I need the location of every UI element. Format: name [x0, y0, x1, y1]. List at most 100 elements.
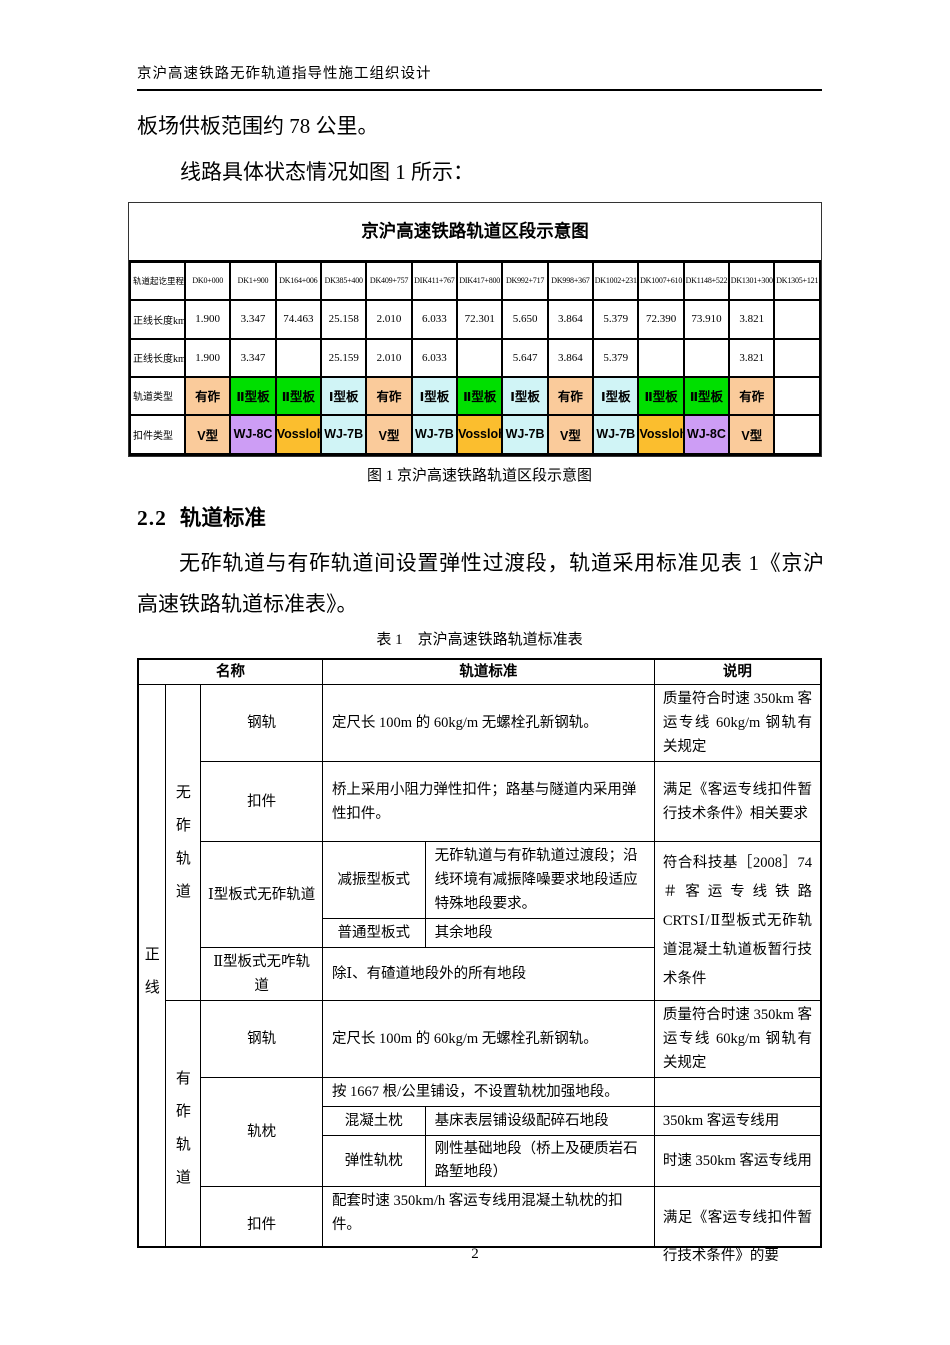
fastener-type-cell: WJ-8C — [229, 413, 277, 456]
track-type-cell — [773, 375, 821, 416]
group-label-ballastless: 无 砟 轨 道 — [165, 684, 202, 1001]
figure-row-label: 正线长度km — [129, 337, 186, 378]
page-number: 2 — [471, 1246, 479, 1262]
segment-length-cell: 72.390 — [637, 298, 685, 340]
segment-length-cell: 6.033 — [410, 337, 459, 378]
segment-milepost-cell: DIK417+800 — [456, 260, 504, 301]
standard-cell: 无砟轨道与有砟轨道过渡段；沿线环境有减振降噪要求地段适应特殊地段要求。 — [424, 841, 655, 919]
note-cell: 质量符合时速 350km 客运专线 60kg/m 钢轨有关规定 — [653, 1000, 822, 1078]
track-type-cell: 有砟 — [365, 375, 413, 416]
segment-length-cell: 1.900 — [183, 337, 232, 378]
fastener-type-cell: WJ-7B — [410, 413, 459, 456]
column-header-name: 名称 — [137, 658, 323, 685]
fastener-type-cell — [773, 413, 821, 456]
segment-length-cell: 6.033 — [410, 298, 459, 340]
segment-milepost-cell: DK1+900 — [229, 260, 277, 301]
fastener-type-cell: V型 — [728, 413, 776, 456]
running-header: 京沪高速铁路无砟轨道指导性施工组织设计 — [137, 62, 822, 91]
section-number: 2.2 — [137, 506, 167, 530]
figure-caption: 图 1 京沪高速铁路轨道区段示意图 — [366, 468, 592, 484]
row-name-cell: Ⅰ型板式无砟轨道 — [200, 841, 323, 948]
segment-length-cell: 3.347 — [229, 337, 277, 378]
paragraph-supply-range: 板场供板范围约 78 公里。 — [137, 114, 379, 138]
segment-length-cell — [682, 337, 731, 378]
figure-row-label: 轨道起讫里程 — [129, 260, 186, 301]
row-name-cell: 钢轨 — [200, 684, 323, 762]
segment-milepost-cell: DK1305+121 — [773, 260, 821, 301]
standard-cell: 配套时速 350km/h 客运专线用混凝土轨枕的扣件。 — [321, 1186, 655, 1248]
fastener-type-cell: WJ-8C — [682, 413, 731, 456]
note-cell: 满足《客运专线扣件暂行技术条件》相关要求 — [653, 761, 822, 842]
standard-cell: 刚性基础地段（桥上及硬质岩石路堑地段） — [424, 1135, 655, 1187]
segment-length-cell: 3.347 — [229, 298, 277, 340]
segment-length-cell: 72.301 — [456, 298, 504, 340]
standard-cell: 基床表层铺设级配碎石地段 — [424, 1106, 655, 1136]
paragraph-track-standard: 无砟轨道与有砟轨道间设置弹性过渡段，轨道采用标准见表 1《京沪高速铁路轨道标准表… — [137, 551, 824, 616]
segment-milepost-cell: DK1148+522 — [682, 260, 731, 301]
note-cell: 符合科技基［2008］74＃客运专线铁路 CRTSⅠ/Ⅱ型板式无砟轨道混凝土轨道… — [653, 841, 822, 1001]
standard-cell: 定尺长 100m 的 60kg/m 无螺栓孔新钢轨。 — [321, 1000, 655, 1078]
fastener-type-cell: Vossloh — [637, 413, 685, 456]
segment-milepost-cell: DK1007+610 — [637, 260, 685, 301]
track-type-cell: Ⅱ型板 — [637, 375, 685, 416]
note-cell: 时速 350km 客运专线用 — [653, 1135, 822, 1187]
group-label-ballasted: 有 砟 轨 道 — [165, 1000, 202, 1248]
note-cell-empty — [653, 1077, 822, 1107]
fastener-type-cell: WJ-7B — [592, 413, 640, 456]
segment-length-cell: 3.821 — [728, 337, 776, 378]
section-title: 轨道标准 — [179, 506, 266, 530]
segment-length-cell: 3.821 — [728, 298, 776, 340]
track-type-cell: 有砟 — [546, 375, 595, 416]
fastener-type-cell: Vossloh — [274, 413, 323, 456]
segment-length-cell — [274, 337, 323, 378]
track-type-cell: Ⅱ型板 — [229, 375, 277, 416]
segment-length-cell: 2.010 — [365, 298, 413, 340]
segment-length-cell: 5.647 — [501, 337, 549, 378]
fastener-type-cell: V型 — [546, 413, 595, 456]
segment-milepost-cell: DK1301+300 — [728, 260, 776, 301]
segment-length-cell: 25.158 — [320, 298, 368, 340]
segment-length-cell — [773, 337, 821, 378]
standard-cell: 按 1667 根/公里铺设，不设置轨枕加强地段。 — [321, 1077, 655, 1107]
column-header-note: 说明 — [653, 658, 822, 685]
track-type-cell: Ⅱ型板 — [682, 375, 731, 416]
fastener-type-cell: V型 — [183, 413, 232, 456]
standard-cell: 桥上采用小阻力弹性扣件；路基与隧道内采用弹性扣件。 — [321, 761, 655, 842]
row-name-cell: Ⅱ型板式无咋轨道 — [200, 947, 323, 1001]
segment-milepost-cell: DK1002+231 — [592, 260, 640, 301]
fastener-type-cell: WJ-7B — [320, 413, 368, 456]
section-heading: 2.2 轨道标准 — [137, 501, 266, 532]
segment-length-cell — [637, 337, 685, 378]
segment-length-cell: 3.864 — [546, 298, 595, 340]
segment-length-cell: 5.379 — [592, 337, 640, 378]
standards-table: 名称 轨道标准 说明 正 线 无 砟 轨 道 钢轨 定尺长 100m 的 60k… — [137, 658, 822, 1264]
segment-milepost-cell: DK998+367 — [546, 260, 595, 301]
segment-length-cell: 3.864 — [546, 337, 595, 378]
row-name-cell: 扣件 — [200, 761, 323, 842]
segment-length-cell: 73.910 — [682, 298, 731, 340]
fastener-type-cell: WJ-7B — [501, 413, 549, 456]
track-type-cell: Ⅱ型板 — [274, 375, 323, 416]
segment-length-cell: 1.900 — [183, 298, 232, 340]
fastener-type-cell: Vossloh — [456, 413, 504, 456]
note-cell: 350km 客运专线用 — [653, 1106, 822, 1136]
figure-title: 京沪高速铁路轨道区段示意图 — [361, 221, 589, 241]
standard-cell: 定尺长 100m 的 60kg/m 无螺栓孔新钢轨。 — [321, 684, 655, 762]
segment-milepost-cell: DK385+400 — [320, 260, 368, 301]
standard-cell: 除Ⅰ、有碴道地段外的所有地段 — [321, 947, 655, 1001]
segment-length-cell: 5.650 — [501, 298, 549, 340]
track-type-cell: Ⅰ型板 — [501, 375, 549, 416]
segment-milepost-cell: DK409+757 — [365, 260, 413, 301]
track-type-cell: 有砟 — [728, 375, 776, 416]
segment-length-cell: 5.379 — [592, 298, 640, 340]
segment-length-cell — [773, 298, 821, 340]
figure-1-track-segments: 京沪高速铁路轨道区段示意图 轨道起讫里程 DK0+000 DK1+900 DK164+… — [128, 202, 822, 457]
table-caption: 表 1 京沪高速铁路轨道标准表 — [376, 632, 583, 648]
sub-name-cell: 普通型板式 — [321, 918, 426, 948]
note-cell-overflow: 满足《客运专线扣件暂行技术条件》的要 — [653, 1186, 822, 1264]
overflowing-note-text: 满足《客运专线扣件暂行技术条件》的要 — [662, 1210, 812, 1264]
segment-length-cell: 74.463 — [274, 298, 323, 340]
paragraph-figure-intro: 线路具体状态情况如图 1 所示： — [180, 160, 474, 184]
sub-name-cell: 减振型板式 — [321, 841, 426, 919]
